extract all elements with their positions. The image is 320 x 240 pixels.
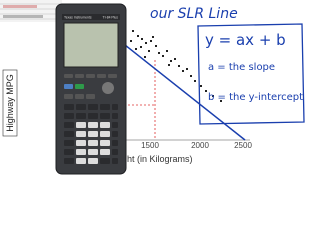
calculator: Texas Instruments TI-84 Plus xyxy=(55,3,127,175)
annotation-slope: a = the slope xyxy=(208,62,275,73)
y-label-box xyxy=(2,69,18,137)
plot: 1500 2000 2500 ight (in Kilograms) Highw… xyxy=(2,5,252,164)
scatter-points xyxy=(130,30,222,102)
x-tick-label: 2000 xyxy=(191,141,209,150)
x-tick-label: 1500 xyxy=(141,141,159,150)
calculator-screen xyxy=(63,22,119,68)
x-axis-label: ight (in Kilograms) xyxy=(120,154,193,164)
x-tick-label: 2500 xyxy=(234,141,252,150)
annotation-box xyxy=(197,23,305,125)
y-axis-label: Highway MPG xyxy=(5,74,15,132)
annotation-heading: our SLR Line xyxy=(150,6,238,22)
calculator-brand: Texas Instruments xyxy=(64,16,92,20)
screen: 1500 2000 2500 ight (in Kilograms) Highw… xyxy=(0,0,320,180)
background xyxy=(0,0,320,180)
calculator-keys xyxy=(64,74,117,99)
annotation-intercept: b = the y-intercept xyxy=(208,92,303,103)
sheet-snippet xyxy=(0,0,62,22)
annotation-equation: y = ax + b xyxy=(205,31,286,49)
calculator-keypad xyxy=(64,104,118,164)
calculator-model: TI-84 Plus xyxy=(103,16,119,20)
